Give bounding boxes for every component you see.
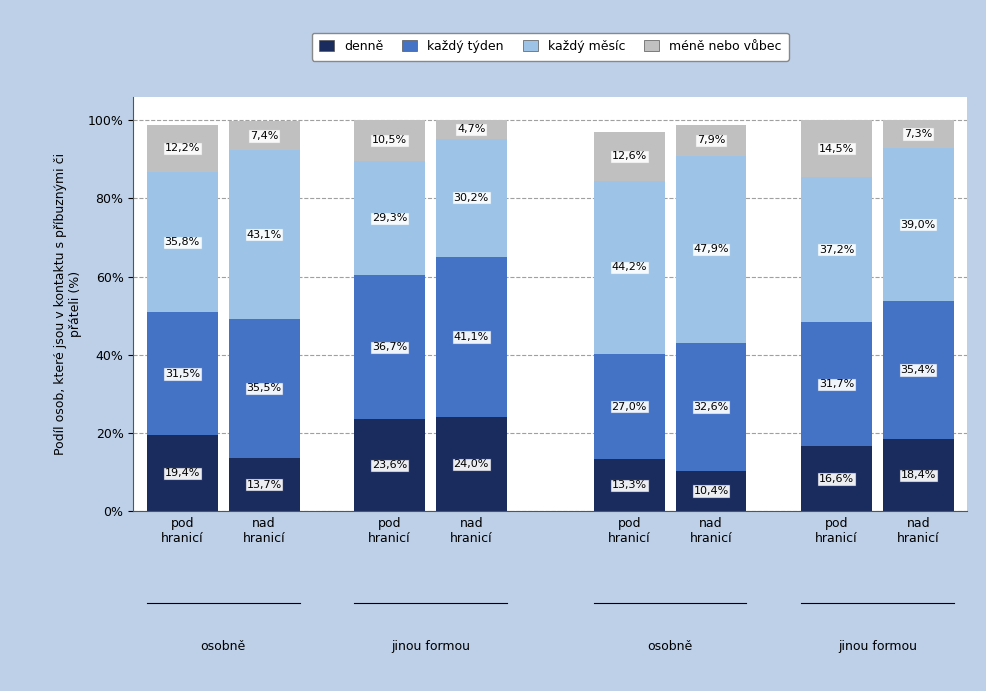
Bar (594, 354, 664, 460)
Bar (675, 155, 745, 343)
Text: 37,2%: 37,2% (818, 245, 853, 255)
Bar (147, 312, 218, 435)
Bar (675, 343, 745, 471)
Bar (229, 457, 299, 511)
Bar (147, 124, 218, 172)
Bar (881, 149, 952, 301)
Bar (354, 419, 424, 511)
Text: 7,4%: 7,4% (249, 131, 278, 141)
Text: 27,0%: 27,0% (611, 401, 647, 412)
Bar (594, 181, 664, 354)
Bar (801, 446, 871, 511)
Text: 30,2%: 30,2% (454, 193, 488, 202)
Text: jinou formou: jinou formou (390, 640, 469, 653)
Text: 19,4%: 19,4% (165, 468, 200, 478)
Bar (436, 417, 506, 511)
Text: 31,7%: 31,7% (818, 379, 853, 390)
Bar (147, 172, 218, 312)
Text: 13,3%: 13,3% (611, 480, 646, 491)
Text: 18,4%: 18,4% (899, 471, 935, 480)
Text: 29,3%: 29,3% (372, 214, 406, 223)
Text: 10,4%: 10,4% (693, 486, 728, 496)
Text: 12,6%: 12,6% (611, 151, 646, 161)
Bar (801, 120, 871, 177)
Text: 44,2%: 44,2% (611, 263, 647, 272)
Bar (594, 131, 664, 181)
Bar (436, 257, 506, 417)
Text: 35,5%: 35,5% (246, 384, 281, 393)
Text: jinou formou: jinou formou (837, 640, 916, 653)
Y-axis label: Podíl osob, které jsou v kontaktu s příbuznými či
přáteli (%): Podíl osob, které jsou v kontaktu s příb… (54, 153, 82, 455)
Bar (436, 139, 506, 257)
Bar (881, 120, 952, 149)
Text: 41,1%: 41,1% (454, 332, 488, 342)
Text: 23,6%: 23,6% (372, 460, 406, 470)
Text: 13,7%: 13,7% (246, 480, 281, 489)
Bar (354, 161, 424, 276)
Text: osobně: osobně (200, 640, 246, 653)
Text: 36,7%: 36,7% (372, 342, 406, 352)
Text: 47,9%: 47,9% (692, 245, 728, 254)
Text: 35,8%: 35,8% (165, 237, 200, 247)
Text: 39,0%: 39,0% (899, 220, 935, 229)
Bar (594, 460, 664, 511)
Text: 16,6%: 16,6% (818, 474, 853, 484)
Bar (881, 439, 952, 511)
Text: 31,5%: 31,5% (165, 369, 199, 379)
Bar (354, 120, 424, 161)
Legend: denně, každý týden, každý měsíc, méně nebo vůbec: denně, každý týden, každý měsíc, méně ne… (312, 32, 788, 61)
Bar (436, 120, 506, 139)
Bar (881, 301, 952, 439)
Bar (675, 125, 745, 155)
Text: 35,4%: 35,4% (899, 365, 935, 375)
Bar (147, 435, 218, 511)
Text: osobně: osobně (647, 640, 692, 653)
Text: 24,0%: 24,0% (453, 460, 488, 469)
Text: 4,7%: 4,7% (457, 124, 485, 135)
Bar (801, 323, 871, 446)
Bar (801, 177, 871, 323)
Bar (229, 151, 299, 319)
Text: 43,1%: 43,1% (246, 229, 281, 240)
Bar (354, 276, 424, 419)
Bar (675, 471, 745, 511)
Bar (229, 319, 299, 457)
Text: 32,6%: 32,6% (693, 402, 728, 412)
Text: 7,9%: 7,9% (696, 135, 725, 145)
Bar (229, 122, 299, 151)
Text: 12,2%: 12,2% (165, 143, 200, 153)
Text: 14,5%: 14,5% (818, 144, 853, 153)
Text: 7,3%: 7,3% (903, 129, 932, 139)
Text: 10,5%: 10,5% (372, 135, 406, 145)
